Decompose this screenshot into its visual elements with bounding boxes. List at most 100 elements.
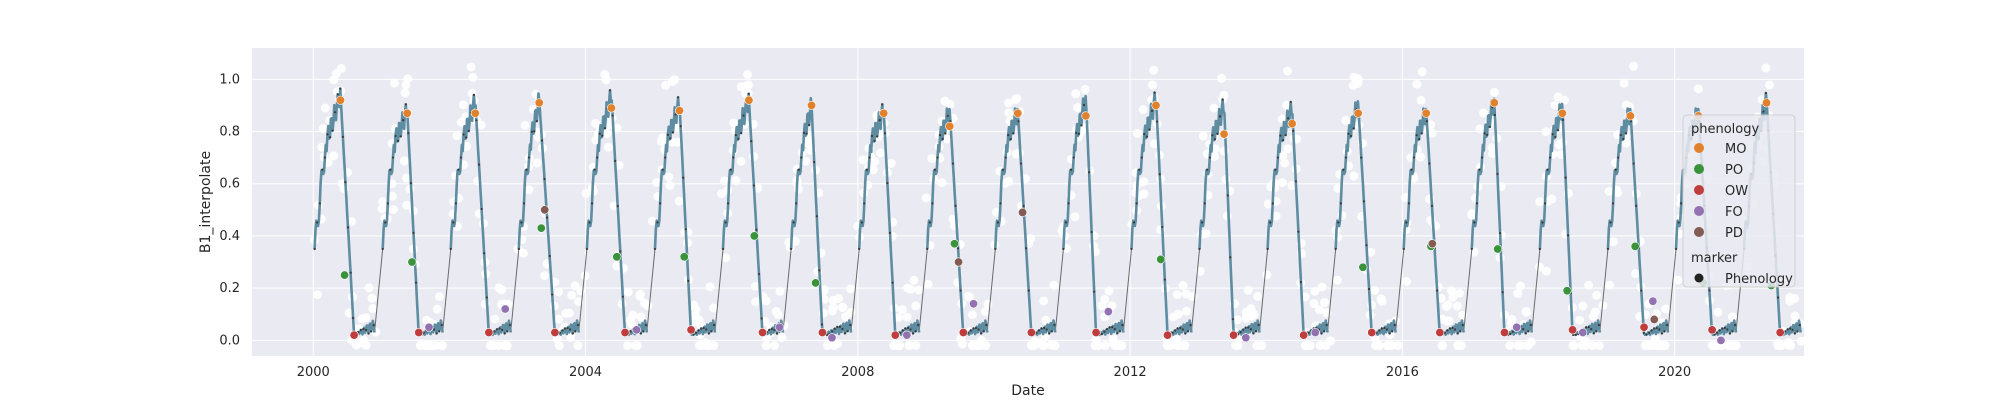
curve-point: [1239, 331, 1242, 334]
curve-point: [1640, 289, 1643, 292]
curve-point: [883, 132, 886, 135]
curve-point: [1004, 156, 1007, 159]
phenology-point-mo: [1421, 108, 1431, 118]
curve-point: [876, 135, 879, 138]
curve-point: [1367, 287, 1371, 291]
x-tick-label: 2004: [569, 365, 602, 380]
phenology-point-mo: [1489, 98, 1499, 108]
curve-point: [750, 140, 753, 143]
gap-connector: [510, 248, 520, 333]
raw-point: [643, 301, 653, 311]
curve-point: [1721, 327, 1724, 330]
curve-point: [669, 137, 672, 140]
curve-point: [1201, 221, 1204, 224]
curve-point: [959, 289, 962, 292]
curve-point: [841, 327, 844, 331]
phenology-point-mo: [1353, 108, 1363, 118]
curve-point: [710, 330, 713, 333]
curve-point: [1365, 244, 1368, 247]
x-axis-ticks: 2000 2004 2008 2012 2016 2020: [297, 365, 1691, 380]
curve-point: [1163, 278, 1166, 281]
curve-segment: [517, 92, 580, 336]
x-tick-label: 2020: [1658, 365, 1691, 380]
curve-point: [732, 156, 735, 159]
curve-point: [858, 247, 861, 251]
curve-point: [462, 133, 465, 136]
curve-point: [1027, 289, 1030, 292]
curve-point: [525, 168, 528, 171]
curve-point: [1352, 127, 1355, 130]
phenology-point-fo: [827, 333, 837, 343]
raw-point: [377, 204, 387, 214]
gap-connector: [850, 248, 860, 333]
raw-point: [1393, 341, 1403, 351]
raw-point: [1776, 341, 1786, 351]
gap-connector: [1667, 248, 1677, 333]
curve-point: [1080, 124, 1083, 127]
gap-connector: [782, 248, 792, 333]
curve-point: [485, 296, 488, 299]
curve-point: [1067, 202, 1070, 205]
raw-point: [1515, 341, 1525, 351]
raw-point: [502, 341, 512, 351]
curve-point: [1198, 247, 1201, 251]
curve-point: [1249, 328, 1252, 331]
curve-point: [1420, 132, 1423, 135]
curve-point: [1776, 296, 1780, 299]
curve-point: [757, 272, 761, 276]
raw-point: [983, 299, 993, 309]
curve-point: [409, 181, 413, 185]
curve-point: [659, 202, 662, 205]
curve-point: [404, 103, 407, 106]
raw-point: [1263, 199, 1273, 209]
raw-point: [1522, 307, 1532, 317]
raw-point: [664, 172, 674, 182]
curve-point: [1622, 137, 1625, 141]
legend-marker-label: Phenology: [1725, 272, 1793, 287]
raw-point: [904, 341, 914, 351]
x-tick-label: 2000: [297, 365, 330, 380]
curve-point: [435, 332, 438, 335]
raw-point: [1488, 149, 1498, 159]
curve-point: [566, 326, 569, 330]
raw-point: [1376, 294, 1386, 304]
raw-point: [564, 308, 574, 318]
curve-point: [1221, 98, 1224, 101]
legend-marker-swatch: [1694, 273, 1704, 283]
phenology-point-ow: [550, 328, 560, 338]
raw-point: [1796, 336, 1806, 346]
curve-point: [1213, 138, 1217, 141]
phenology-point-mo: [879, 108, 889, 118]
curve-point: [533, 130, 536, 133]
legend-label-po: PO: [1725, 163, 1743, 178]
raw-point: [1283, 66, 1293, 76]
raw-point: [775, 286, 785, 296]
raw-point: [631, 341, 641, 351]
curve-point: [865, 168, 868, 171]
raw-point: [540, 271, 550, 281]
raw-point: [1139, 189, 1149, 199]
curve-point: [1629, 120, 1633, 123]
curve-point: [1511, 330, 1514, 333]
curve-point: [530, 130, 533, 133]
curve-point: [349, 271, 352, 274]
curve-point: [614, 159, 617, 162]
curve-point: [1677, 221, 1680, 224]
raw-point: [903, 283, 913, 293]
curve-point: [1551, 133, 1554, 136]
raw-point: [518, 248, 528, 258]
curve-point: [843, 332, 847, 335]
raw-point: [1349, 171, 1359, 181]
curve-point: [1655, 326, 1658, 330]
curve-point: [682, 176, 685, 179]
phenology-point-ow: [686, 325, 696, 335]
raw-point: [790, 236, 800, 246]
curve-point: [742, 114, 745, 117]
raw-point: [1305, 341, 1315, 351]
legend-label-fo: FO: [1725, 205, 1743, 220]
phenology-point-ow: [349, 330, 359, 340]
curve-point: [639, 332, 642, 335]
phenology-point-mo: [674, 106, 684, 116]
curve-point: [1113, 328, 1116, 331]
raw-point: [773, 310, 783, 320]
